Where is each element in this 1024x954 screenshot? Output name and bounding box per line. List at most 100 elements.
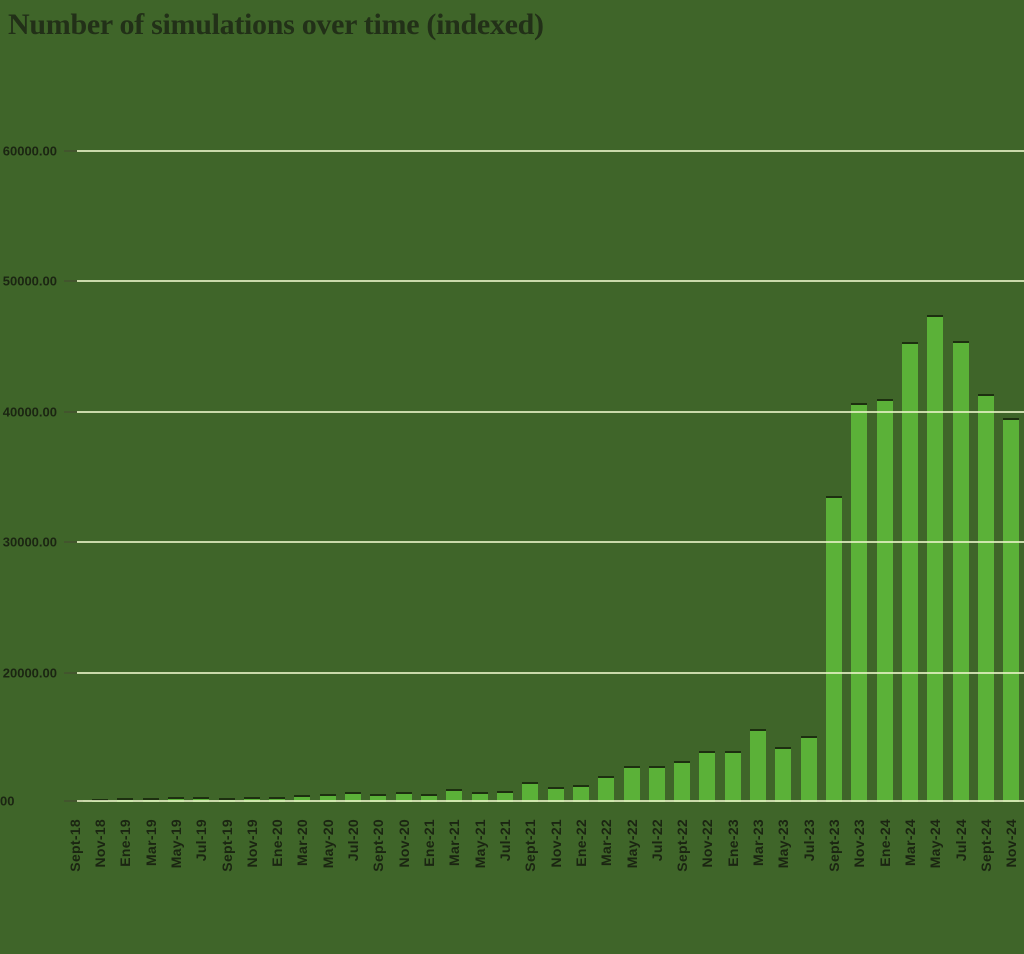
- bar-slot: [720, 150, 745, 802]
- bar: [851, 403, 868, 802]
- bar-slot: [948, 150, 973, 802]
- x-slot: Nov-19: [239, 802, 264, 867]
- bar-slot: [897, 150, 922, 802]
- bar: [800, 736, 817, 802]
- y-axis-label: 30000.00: [2, 534, 57, 550]
- x-slot: Mar-24: [897, 802, 922, 866]
- bar: [91, 799, 108, 802]
- x-axis-labels: Sept-18 Nov-18 Ene-19 Mar-19 May-19 Jul-19 Sep…: [62, 802, 1024, 922]
- x-axis-label: Nov-24: [1003, 819, 1020, 868]
- bar: [395, 792, 412, 802]
- bar-slot: [518, 150, 543, 802]
- x-axis-label: May-24: [927, 819, 944, 869]
- bar: [269, 797, 286, 802]
- bar: [901, 342, 918, 802]
- x-axis-label: Ene-22: [572, 819, 589, 867]
- bar-slot: [745, 150, 770, 802]
- x-axis-label: Ene-20: [269, 819, 286, 867]
- x-axis-label: Ene-24: [876, 819, 893, 867]
- x-axis-label: May-19: [167, 819, 184, 869]
- bar-slot: [771, 150, 796, 802]
- x-slot: Sept-21: [518, 802, 543, 872]
- x-slot: May-21: [467, 802, 492, 868]
- bar-slot: [62, 150, 87, 802]
- x-axis-label: Sept-18: [66, 819, 83, 872]
- bar-slot: [796, 150, 821, 802]
- x-axis-label: Jul-23: [800, 819, 817, 862]
- x-axis-label: Nov-22: [699, 819, 716, 868]
- bar-slot: [138, 150, 163, 802]
- x-axis-label: May-23: [775, 819, 792, 869]
- bar-slot: [847, 150, 872, 802]
- bar: [319, 794, 336, 802]
- x-slot: May-19: [163, 802, 188, 868]
- y-axis-label: 00: [0, 793, 15, 809]
- bar: [370, 794, 387, 802]
- x-axis-label: Sept-21: [522, 819, 539, 872]
- chart-title: Number of simulations over time (indexed…: [8, 8, 544, 41]
- bar: [294, 795, 311, 802]
- y-axis-label: 20000.00: [2, 665, 57, 681]
- bar: [446, 789, 463, 802]
- bar-slot: [340, 150, 365, 802]
- bar: [775, 747, 792, 802]
- x-slot: Nov-22: [695, 802, 720, 867]
- bar-slot: [999, 150, 1024, 802]
- x-slot: Ene-24: [872, 802, 897, 867]
- x-axis-label: May-21: [471, 819, 488, 869]
- x-axis-label: Jul-19: [193, 819, 210, 862]
- x-axis-label: Mar-20: [294, 819, 311, 866]
- x-slot: Nov-18: [87, 802, 112, 867]
- bar: [724, 751, 741, 802]
- bar-slot: [670, 150, 695, 802]
- bar: [952, 341, 969, 802]
- x-axis-label: Nov-21: [547, 819, 564, 868]
- bar-slot: [644, 150, 669, 802]
- x-axis-label: Mar-23: [750, 819, 767, 866]
- x-axis-label: Nov-20: [395, 819, 412, 868]
- bar-slot: [290, 150, 315, 802]
- bar: [648, 766, 665, 802]
- x-axis-label: Ene-21: [421, 819, 438, 867]
- bar: [345, 792, 362, 802]
- bar-slot: [543, 150, 568, 802]
- bar-slot: [872, 150, 897, 802]
- x-slot: Sept-24: [973, 802, 998, 872]
- bar: [218, 798, 235, 802]
- bar-slot: [973, 150, 998, 802]
- bar: [142, 798, 159, 802]
- bar-slot: [467, 150, 492, 802]
- x-slot: Jul-22: [644, 802, 669, 861]
- bar: [750, 729, 767, 802]
- bar: [699, 751, 716, 802]
- bar-slot: [163, 150, 188, 802]
- bar-slot: [265, 150, 290, 802]
- x-slot: Jul-24: [948, 802, 973, 861]
- bar-slot: [619, 150, 644, 802]
- x-axis-label: Jul-21: [496, 819, 513, 862]
- bar: [421, 794, 438, 802]
- x-axis-label: Jul-22: [648, 819, 665, 862]
- x-axis-label: Nov-19: [243, 819, 260, 868]
- x-axis-label: Nov-18: [91, 819, 108, 868]
- x-slot: Mar-20: [290, 802, 315, 866]
- bar: [598, 776, 615, 802]
- bar: [977, 394, 994, 802]
- x-axis-label: Sept-24: [977, 819, 994, 872]
- bar-slot: [568, 150, 593, 802]
- bars-layer: [62, 150, 1024, 802]
- bar-slot: [391, 150, 416, 802]
- bar-slot: [923, 150, 948, 802]
- x-slot: Ene-21: [416, 802, 441, 867]
- y-axis-label: 60000.00: [2, 143, 57, 159]
- x-slot: Nov-23: [847, 802, 872, 867]
- x-slot: Mar-22: [594, 802, 619, 866]
- bar: [547, 787, 564, 802]
- bar: [572, 785, 589, 802]
- x-slot: Sept-19: [214, 802, 239, 872]
- x-slot: Mar-19: [138, 802, 163, 866]
- x-axis-label: Ene-19: [117, 819, 134, 867]
- x-axis-label: Mar-24: [901, 819, 918, 866]
- bar: [876, 399, 893, 802]
- bar-slot: [87, 150, 112, 802]
